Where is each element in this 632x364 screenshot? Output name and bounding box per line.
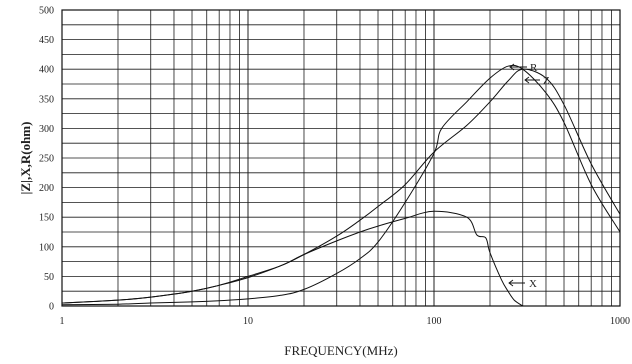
y-axis-title: |Z|,X,R(ohm)	[18, 122, 33, 195]
y-tick-label: 100	[39, 242, 54, 253]
arrow-z	[524, 76, 540, 84]
y-tick-label: 300	[39, 124, 54, 135]
series-line-r	[61, 64, 621, 306]
grid-lines	[62, 10, 620, 306]
series-line-z	[61, 68, 621, 304]
y-tick-label: 250	[39, 154, 54, 165]
annotation-r: R	[530, 62, 538, 74]
arrow-r	[509, 63, 527, 71]
curves	[61, 64, 621, 307]
y-tick-label: 450	[39, 35, 54, 46]
y-tick-label: 350	[39, 94, 54, 105]
y-tick-label: 400	[39, 65, 54, 76]
x-tick-label: 1000	[610, 316, 630, 327]
y-tick-label: 200	[39, 183, 54, 194]
arrow-x	[508, 279, 525, 287]
annotation-z: Z	[543, 75, 550, 87]
x-tick-label: 10	[243, 316, 253, 327]
plot-frame	[61, 9, 621, 307]
curve-annotations: R Z X	[508, 62, 550, 290]
y-tick-label: 50	[44, 272, 54, 283]
y-tick-label: 500	[39, 6, 54, 17]
x-tick-label: 1	[60, 316, 65, 327]
y-tick-label: 150	[39, 213, 54, 224]
y-tick-label: 0	[49, 302, 54, 313]
annotation-x: X	[529, 278, 537, 290]
series-line-x	[61, 210, 523, 307]
x-tick-label: 100	[427, 316, 442, 327]
x-axis-title: FREQUENCY(MHz)	[284, 343, 397, 358]
tick-labels: 0 50 100 150 200 250 300 350 400 450 500 1 10 100 1000	[39, 6, 630, 328]
